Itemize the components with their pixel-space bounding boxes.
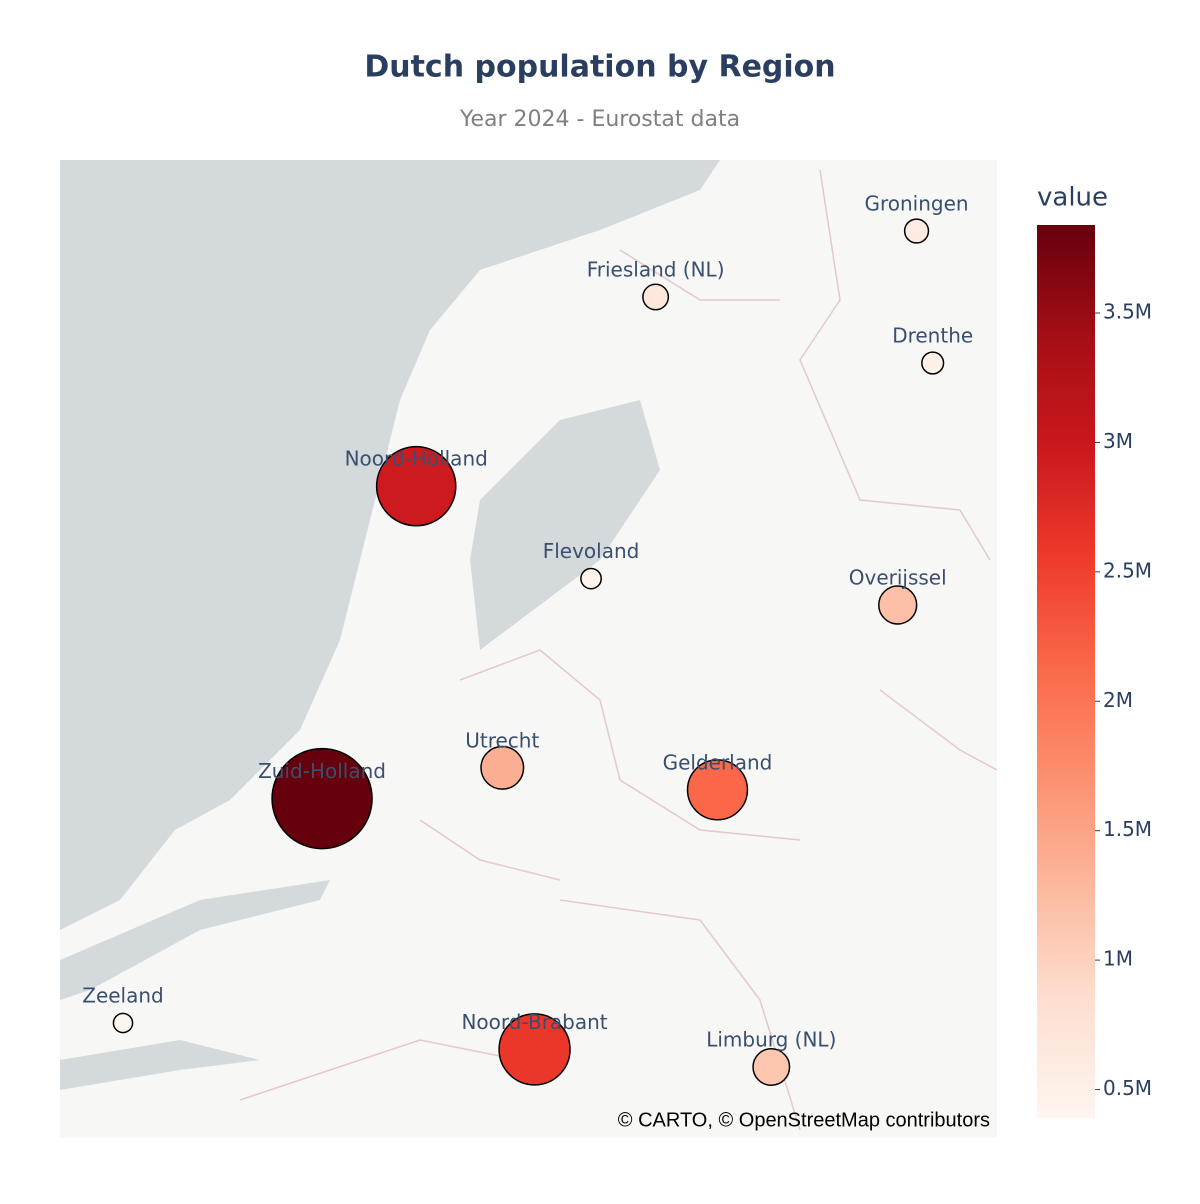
- region-label: Zeeland: [82, 984, 164, 1008]
- region-label: Utrecht: [465, 728, 539, 752]
- bubble: [921, 351, 945, 375]
- chart-subtitle: Year 2024 - Eurostat data: [459, 107, 740, 132]
- bubble: [375, 445, 457, 527]
- colorbar-tick-label: 3.5M: [1103, 300, 1152, 324]
- colorbar: [1037, 225, 1095, 1118]
- bubble: [878, 585, 918, 625]
- region-label: Overijssel: [849, 566, 947, 590]
- bubble: [480, 745, 525, 790]
- bubble: [686, 759, 749, 821]
- bubble: [903, 218, 930, 244]
- region-label: Noord-Brabant: [461, 1010, 607, 1034]
- region-label: Noord-Holland: [345, 447, 488, 471]
- borders: [239, 169, 997, 1131]
- bubble: [642, 283, 670, 311]
- bubble: [752, 1048, 791, 1086]
- colorbar-title: value: [1037, 183, 1108, 213]
- colorbar-tick-label: 1.5M: [1103, 817, 1152, 841]
- colorbar-tick-label: 1M: [1103, 947, 1133, 971]
- sea: [60, 160, 720, 930]
- colorbar-tick-label: 3M: [1103, 429, 1133, 453]
- colorbar-tick-label: 2.5M: [1103, 558, 1152, 582]
- region-label: Zuid-Holland: [258, 759, 386, 783]
- region-label: Limburg (NL): [706, 1028, 836, 1052]
- region-label: Friesland (NL): [587, 258, 725, 282]
- chart-title: Dutch population by Region: [364, 50, 835, 85]
- region-label: Groningen: [864, 192, 968, 216]
- region-label: Gelderland: [663, 750, 773, 774]
- colorbar-tick-label: 0.5M: [1103, 1076, 1152, 1100]
- region-label: Drenthe: [892, 324, 973, 348]
- bubble: [271, 747, 373, 850]
- map: [60, 160, 997, 1138]
- bubble: [112, 1012, 134, 1034]
- bubble: [580, 567, 602, 590]
- estuary: [60, 880, 330, 1000]
- estuary: [60, 1040, 260, 1090]
- region-label: Flevoland: [543, 539, 640, 563]
- lake: [470, 400, 660, 650]
- attribution: © CARTO, © OpenStreetMap contributors: [618, 1109, 990, 1131]
- colorbar-tick-label: 2M: [1103, 688, 1133, 712]
- bubble: [498, 1013, 571, 1086]
